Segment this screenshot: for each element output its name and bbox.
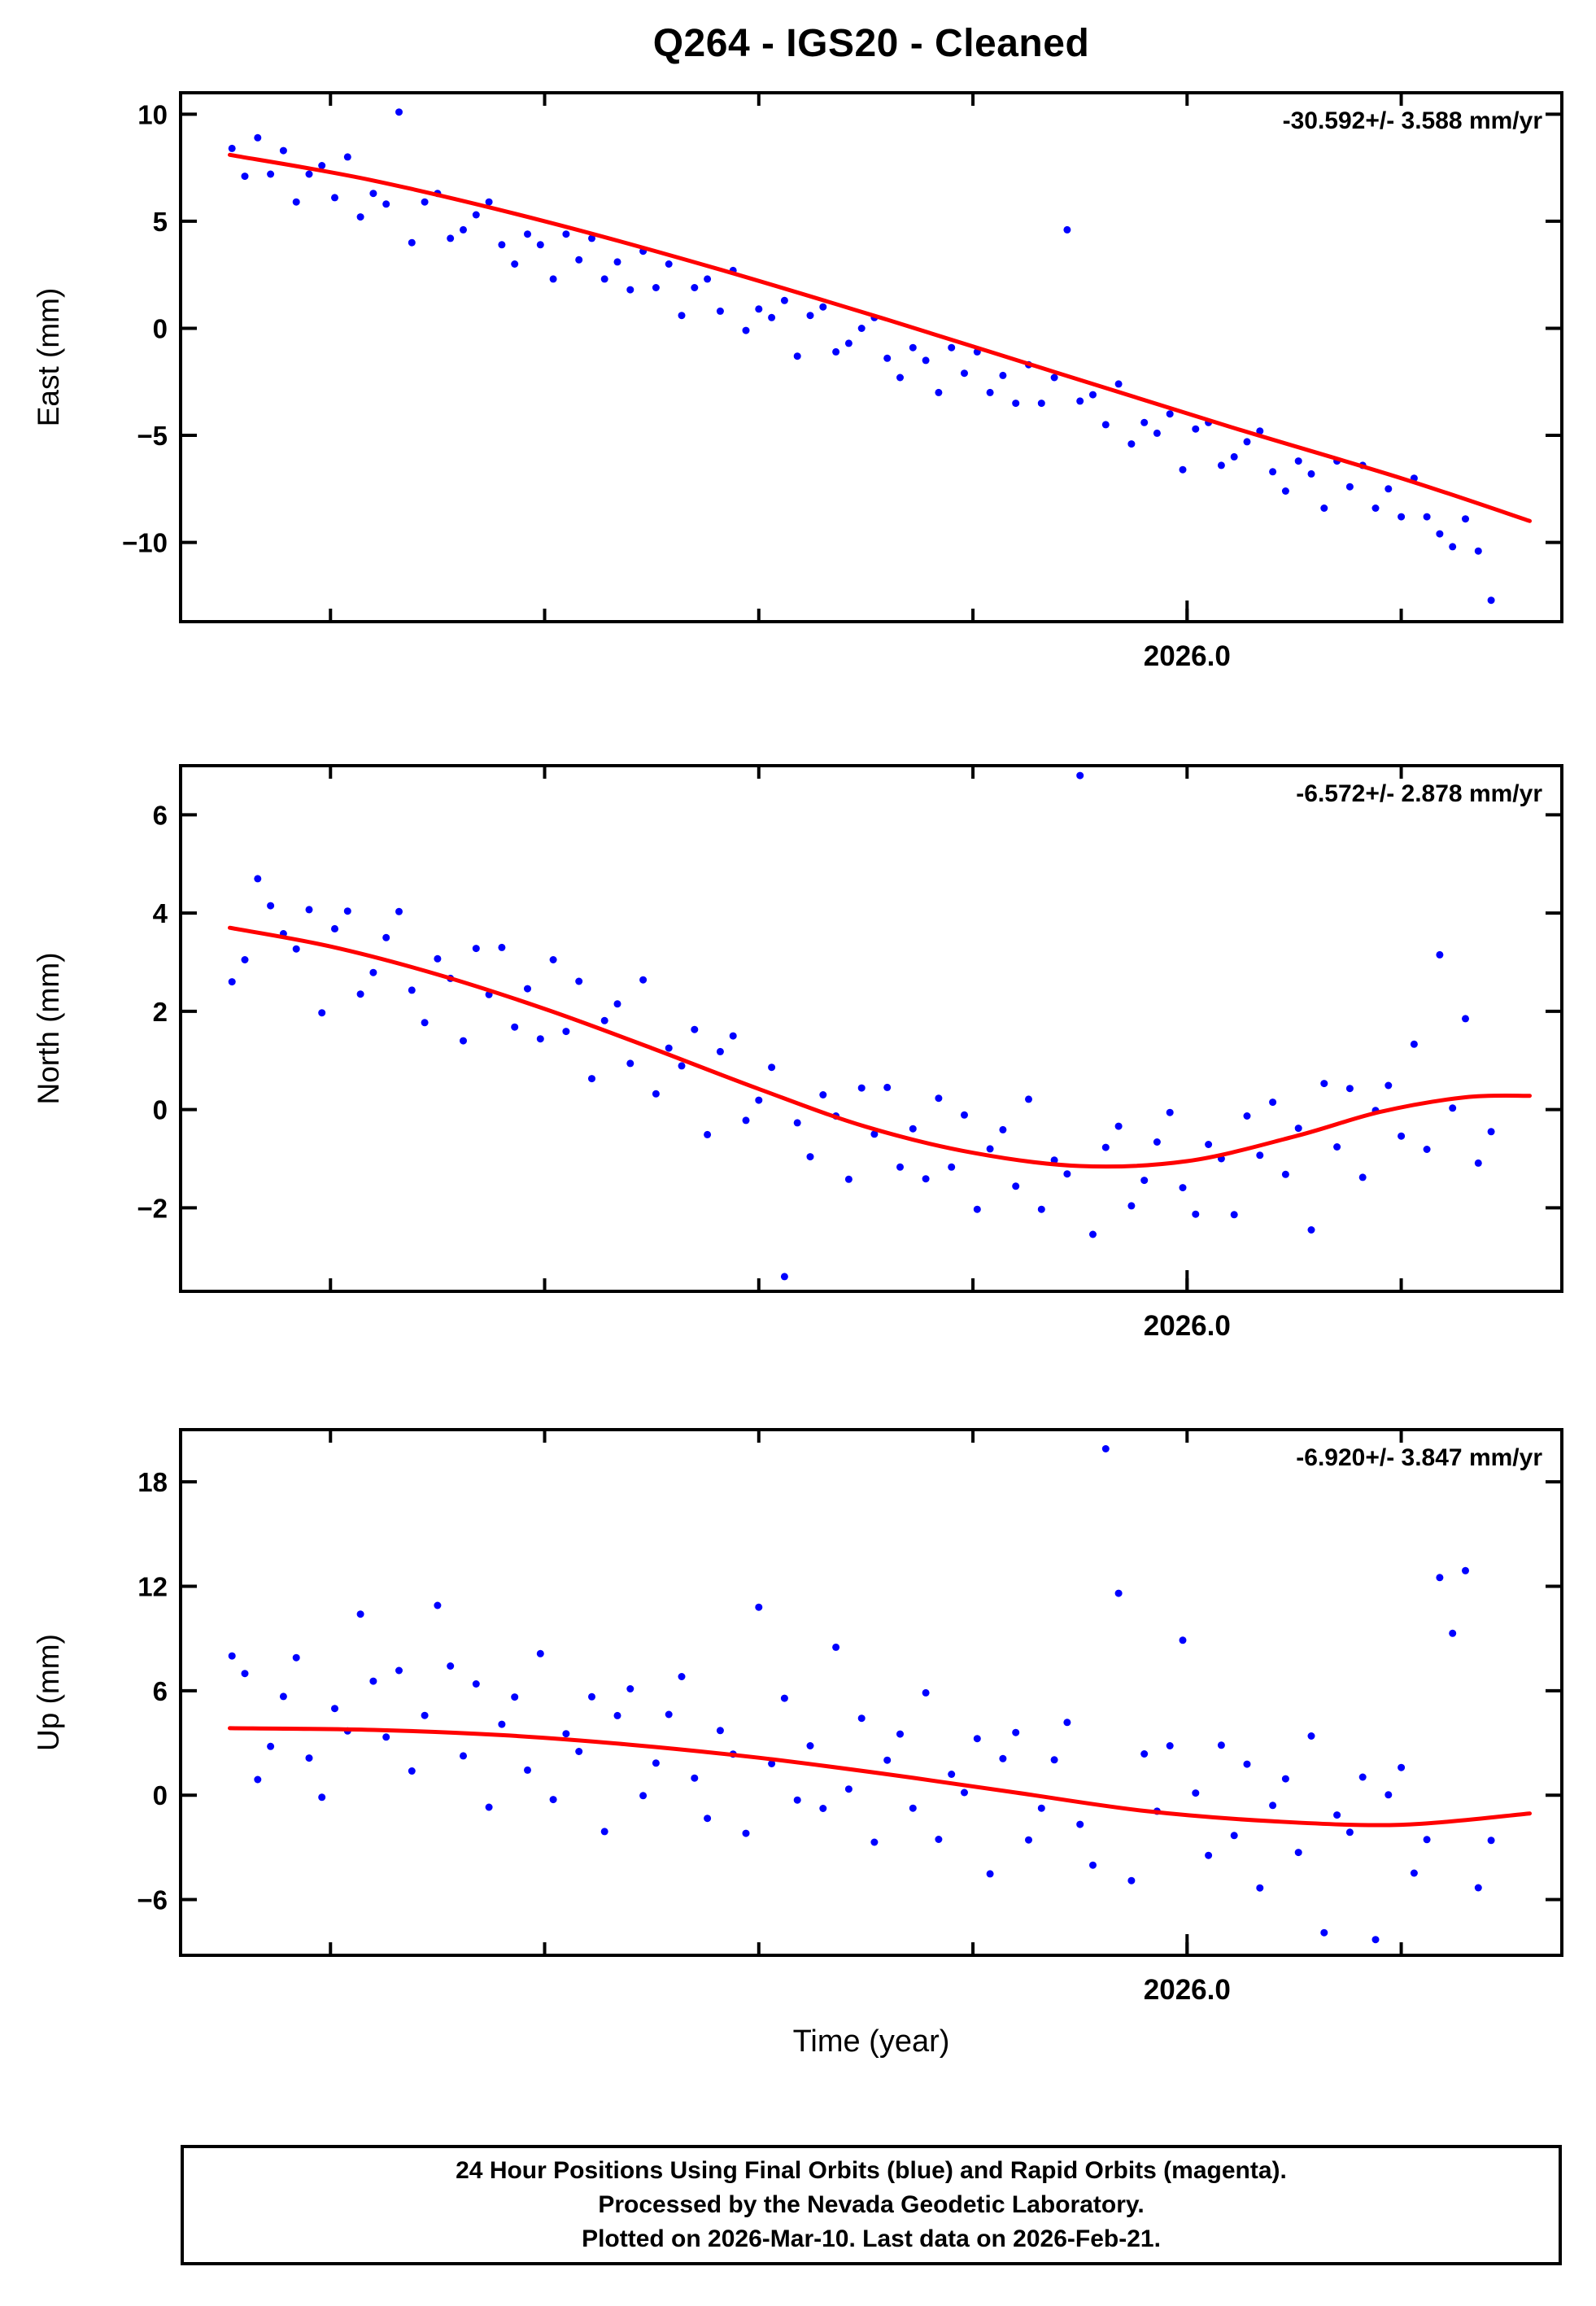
y-tick-label: −2 bbox=[137, 1193, 168, 1223]
fit-line bbox=[228, 152, 1532, 523]
y-tick-label: −6 bbox=[137, 1885, 168, 1915]
panel-frame bbox=[179, 91, 1563, 623]
panel-frame bbox=[179, 1428, 1563, 1957]
east-panel: 10 5 0 −5 −10 2026.0 -30.592+/- 3.588 mm/yr Eas… bbox=[32, 91, 1563, 672]
y-tick-label: 0 bbox=[153, 1095, 168, 1125]
data-points bbox=[228, 771, 1495, 1281]
x-tick-label: 2026.0 bbox=[1144, 640, 1231, 672]
axis-ticks bbox=[181, 1430, 1562, 1955]
x-axis-title: Time (year) bbox=[792, 2024, 950, 2059]
y-axis-title: Up (mm) bbox=[32, 1634, 65, 1751]
y-tick-label: 2 bbox=[153, 997, 168, 1027]
y-tick-label: 5 bbox=[153, 207, 168, 237]
x-tick-label: 2026.0 bbox=[1144, 1310, 1231, 1342]
y-tick-label: 12 bbox=[137, 1572, 168, 1602]
caption-line-2: Processed by the Nevada Geodetic Laborat… bbox=[598, 2191, 1145, 2218]
y-tick-label: 6 bbox=[153, 1676, 168, 1706]
y-tick-label: 0 bbox=[153, 1780, 168, 1810]
axis-ticks bbox=[181, 766, 1562, 1291]
y-tick-label: 10 bbox=[137, 99, 168, 129]
north-panel: 6 4 2 0 −2 2026.0 -6.572+/- 2.878 mm/yr North (… bbox=[32, 764, 1563, 1342]
fit-line bbox=[228, 1726, 1532, 1828]
rate-label: -6.572+/- 2.878 mm/yr bbox=[1296, 780, 1542, 807]
caption-line-1: 24 Hour Positions Using Final Orbits (bl… bbox=[456, 2157, 1287, 2184]
y-tick-label: 4 bbox=[153, 898, 168, 928]
caption-box: 24 Hour Positions Using Final Orbits (bl… bbox=[181, 2145, 1562, 2265]
rate-label: -30.592+/- 3.588 mm/yr bbox=[1283, 107, 1543, 134]
axis-ticks bbox=[181, 93, 1562, 622]
y-tick-label: 0 bbox=[153, 313, 168, 343]
panel-frame bbox=[179, 764, 1563, 1293]
caption-line-3: Plotted on 2026-Mar-10. Last data on 202… bbox=[582, 2225, 1161, 2252]
y-axis-title: East (mm) bbox=[32, 288, 65, 427]
rate-label: -6.920+/- 3.847 mm/yr bbox=[1296, 1444, 1542, 1471]
up-panel: 18 12 6 0 −6 2026.0 -6.920+/- 3.847 mm/yr Up (m… bbox=[32, 1428, 1563, 2006]
data-points bbox=[228, 1445, 1495, 1944]
x-tick-label: 2026.0 bbox=[1144, 1974, 1231, 2006]
y-tick-label: −5 bbox=[137, 421, 168, 451]
y-tick-label: −10 bbox=[122, 528, 168, 558]
plot-title: Q264 - IGS20 - Cleaned bbox=[652, 22, 1090, 65]
fit-line bbox=[228, 925, 1532, 1169]
data-points bbox=[228, 108, 1495, 605]
y-axis-title: North (mm) bbox=[32, 952, 65, 1104]
y-tick-label: 18 bbox=[137, 1467, 168, 1497]
y-tick-label: 6 bbox=[153, 800, 168, 830]
